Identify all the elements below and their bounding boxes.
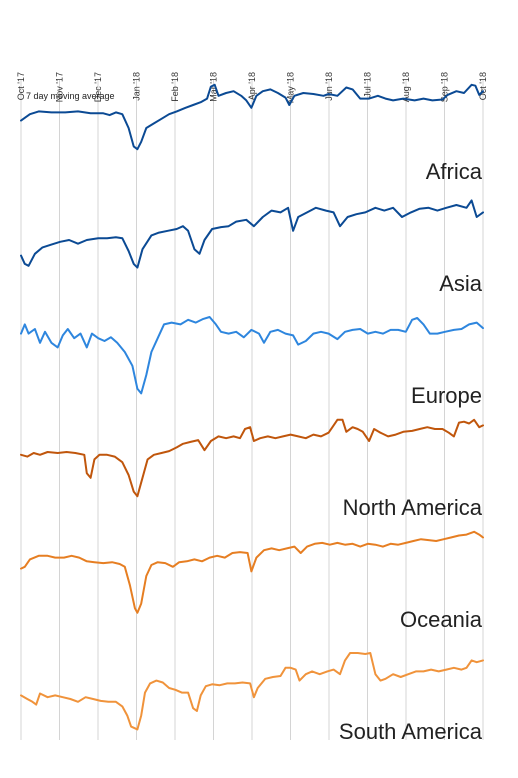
panel-south-america: South America <box>20 652 484 744</box>
tick-label-dec-17: Dec '17 <box>93 72 103 102</box>
series-line-europe <box>20 316 484 395</box>
panel-label-north-america: North America <box>343 495 483 520</box>
tick-label-mar-18: Mar '18 <box>209 72 219 102</box>
vertical-gridlines <box>20 80 484 740</box>
panel-africa: Africa <box>20 83 484 184</box>
panel-label-africa: Africa <box>426 159 483 184</box>
tick-label-oct-18: Oct '18 <box>478 72 488 100</box>
series-line-africa <box>20 83 484 151</box>
series-line-asia <box>20 199 484 269</box>
tick-label-sep-18: Sep '18 <box>440 72 450 102</box>
tick-label-aug-18: Aug '18 <box>401 72 411 102</box>
tick-label-jun-18: Jun '18 <box>324 72 334 101</box>
series-line-south-america <box>20 652 484 731</box>
tick-label-oct-17: Oct '17 <box>16 72 26 100</box>
region-panels: Africa Asia Europe North America Oceania Sout… <box>20 83 484 744</box>
x-axis-tick-labels: Oct '17 Nov '17 Dec '17 Jan '18 Feb '18 Mar '… <box>16 72 488 103</box>
series-line-oceania <box>20 530 484 614</box>
series-line-north-america <box>20 418 484 498</box>
tick-label-nov-17: Nov '17 <box>55 72 65 102</box>
tick-label-jan-18: Jan '18 <box>132 72 142 101</box>
panel-europe: Europe <box>20 316 484 408</box>
panel-label-asia: Asia <box>439 271 483 296</box>
tick-label-apr-18: Apr '18 <box>247 72 257 100</box>
panel-label-south-america: South America <box>339 719 483 744</box>
tick-label-jul-18: Jul '18 <box>363 72 373 98</box>
tick-label-may-18: May '18 <box>286 72 296 103</box>
tick-label-feb-18: Feb '18 <box>170 72 180 102</box>
panel-label-europe: Europe <box>411 383 482 408</box>
chart-annotation: 7 day moving average <box>26 91 115 101</box>
panel-north-america: North America <box>20 418 484 520</box>
panel-oceania: Oceania <box>20 530 484 632</box>
panel-label-oceania: Oceania <box>400 607 483 632</box>
panel-asia: Asia <box>20 199 484 296</box>
